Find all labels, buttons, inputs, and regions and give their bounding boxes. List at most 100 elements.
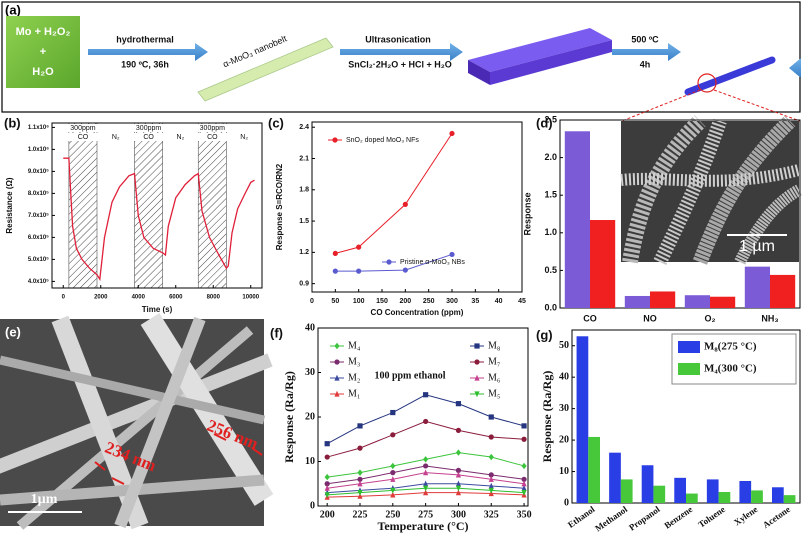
marker [474,343,480,349]
legend-label: Pristine α-MoO₃ NBs [400,259,465,266]
marker [357,469,363,476]
marker [402,267,408,273]
zoom-line [713,89,801,122]
x-tick-label: Propanol [627,504,662,533]
marker [455,449,462,456]
y-tick-label: 1.0 [544,227,557,237]
marker [423,392,429,398]
marker [521,462,527,470]
marker [357,445,363,451]
zoom-line [621,89,701,122]
marker [423,485,429,492]
legend-label: M₇ [488,356,500,367]
region-label-bg [197,133,228,141]
precursor-text: Mo + H₂O₂ [16,26,71,38]
marker [488,472,494,478]
annotation: 100 ppm ethanol [374,370,445,381]
marker [356,268,362,274]
marker [332,268,338,274]
legend-label: M₄(300 °C) [704,363,757,375]
marker [455,467,462,473]
marker [324,481,330,487]
y-tick-label: 40 [305,322,315,333]
region-label-bg [133,133,164,141]
x-tick-label: Toluene [696,504,726,530]
precursor-box [6,16,80,88]
marker [390,432,396,438]
panel-label: (g) [536,327,553,342]
marker [334,374,340,381]
x-tick-label: 6000 [169,295,183,301]
marker [449,130,455,137]
width-arrow [94,461,106,471]
region-label: 300ppm [70,125,95,132]
bar [710,296,736,308]
y-tick-label: 6.0x10⁵ [28,235,49,241]
y-tick-label: 2.0 [544,152,557,162]
marker [521,436,527,442]
marker [423,456,429,463]
marker [455,489,462,496]
marker [488,453,494,461]
marker [423,469,429,476]
marker [455,401,462,407]
x-tick-label: 225 [353,509,368,520]
step-label: 190 ºC, 36h [121,59,169,69]
y-tick-label: 50 [559,340,569,351]
y-tick-label: 1.5 [299,218,309,225]
y-tick-label: 1.2 [299,249,309,256]
marker [455,427,462,433]
x-tick-label: 0 [310,298,314,305]
x-tick-label: CO [583,313,597,323]
marker [324,454,330,460]
marker [334,342,340,350]
y-tick-label: 10 [305,456,315,467]
legend-swatch [678,341,700,353]
marker [324,492,330,499]
x-tick-label: 8000 [207,295,221,301]
x-tick-label: Acetone [761,504,792,530]
y-axis-label: Resistance (Ω) [5,177,14,234]
legend-swatch [678,363,700,375]
bar [576,336,589,503]
plot-frame [51,122,263,289]
y-axis-label: Response (Ra/Rg) [282,371,296,463]
legend-label: M₈(275 °C) [704,341,757,353]
x-tick-label: Benzene [662,504,694,531]
scale-bar-label: 1µm [31,492,58,507]
y-axis-label: Response S=RCO/RN2 [275,163,284,250]
bar [588,436,601,503]
y-tick-label: 0 [310,500,315,511]
y-tick-label: 1.8 [299,187,309,194]
marker [521,423,527,429]
x-axis-label: Temperature (°C) [377,519,468,533]
marker [455,485,462,492]
marker [324,473,330,481]
sem-fiber [0,355,265,425]
legend-label: M₁ [348,388,360,399]
y-tick-label: 10 [559,466,569,477]
marker [423,418,429,425]
marker [423,463,429,469]
marker [521,480,527,487]
panel-label: (d) [536,115,553,130]
marker [488,487,494,494]
width-arrow [213,433,227,441]
marker [402,201,408,207]
x-tick-label: 200 [320,509,335,520]
x-tick-label: 250 [385,509,400,520]
marker [488,482,494,489]
bar [674,477,686,503]
sem-fiber [734,184,802,265]
x-tick-label: 45 [518,298,526,305]
marker [423,489,429,496]
marker [334,390,340,397]
y-tick-label: 2.4 [299,124,309,131]
marker [488,414,494,420]
bar [783,495,796,503]
nanofiber [684,56,776,96]
y-tick-label: 20 [559,434,569,445]
coated-belt [490,40,612,85]
marker [449,251,455,258]
x-tick-label: O₂ [705,313,716,323]
